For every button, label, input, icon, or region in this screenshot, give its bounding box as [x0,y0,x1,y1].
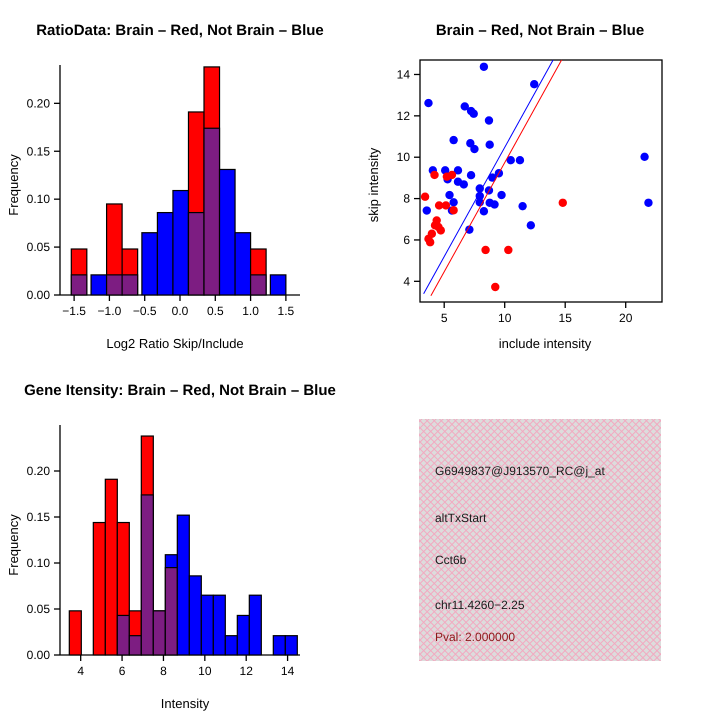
svg-text:0.10: 0.10 [27,192,51,206]
svg-text:−1.0: −1.0 [98,304,122,318]
svg-text:0.20: 0.20 [27,464,51,478]
svg-text:RatioData: Brain – Red, Not Br: RatioData: Brain – Red, Not Brain – Blue [36,22,324,39]
svg-text:4: 4 [77,664,84,678]
svg-text:8: 8 [160,664,167,678]
svg-text:4: 4 [403,274,410,288]
svg-text:Frequency: Frequency [6,514,21,576]
svg-text:0.10: 0.10 [27,556,51,570]
svg-text:chr11.4260−2.25: chr11.4260−2.25 [435,598,525,612]
svg-text:Pval: 2.000000: Pval: 2.000000 [435,630,515,644]
svg-text:10: 10 [198,664,212,678]
svg-text:20: 20 [619,311,633,325]
svg-text:5: 5 [441,311,448,325]
svg-text:altTxStart: altTxStart [435,511,487,525]
svg-text:12: 12 [397,109,411,123]
svg-text:14: 14 [397,67,411,81]
svg-text:0.0: 0.0 [172,304,189,318]
svg-text:0.20: 0.20 [27,96,51,110]
svg-text:6: 6 [119,664,126,678]
svg-text:6: 6 [403,233,410,247]
svg-text:14: 14 [281,664,295,678]
svg-text:0.05: 0.05 [27,240,51,254]
svg-text:1.0: 1.0 [242,304,259,318]
svg-text:G6949837@J913570_RC@j_at: G6949837@J913570_RC@j_at [435,464,605,478]
svg-text:12: 12 [240,664,254,678]
svg-text:−0.5: −0.5 [133,304,157,318]
svg-text:8: 8 [403,192,410,206]
svg-text:−1.5: −1.5 [62,304,86,318]
svg-text:Gene Itensity: Brain – Red, No: Gene Itensity: Brain – Red, Not Brain – … [24,382,336,399]
svg-text:0.5: 0.5 [207,304,224,318]
svg-text:0.00: 0.00 [27,648,51,662]
svg-text:10: 10 [498,311,512,325]
svg-text:Brain – Red, Not Brain – Blue: Brain – Red, Not Brain – Blue [436,22,644,39]
svg-text:0.00: 0.00 [27,288,51,302]
svg-text:Cct6b: Cct6b [435,553,467,567]
svg-text:15: 15 [559,311,573,325]
svg-text:1.5: 1.5 [278,304,295,318]
svg-text:0.05: 0.05 [27,602,51,616]
svg-text:0.15: 0.15 [27,510,51,524]
svg-text:skip intensity: skip intensity [366,147,381,222]
svg-text:Log2 Ratio Skip/Include: Log2 Ratio Skip/Include [106,336,243,351]
svg-text:Intensity: Intensity [161,696,210,711]
svg-text:0.15: 0.15 [27,144,51,158]
svg-text:10: 10 [397,150,411,164]
svg-text:Frequency: Frequency [6,154,21,216]
svg-text:include intensity: include intensity [499,336,592,351]
